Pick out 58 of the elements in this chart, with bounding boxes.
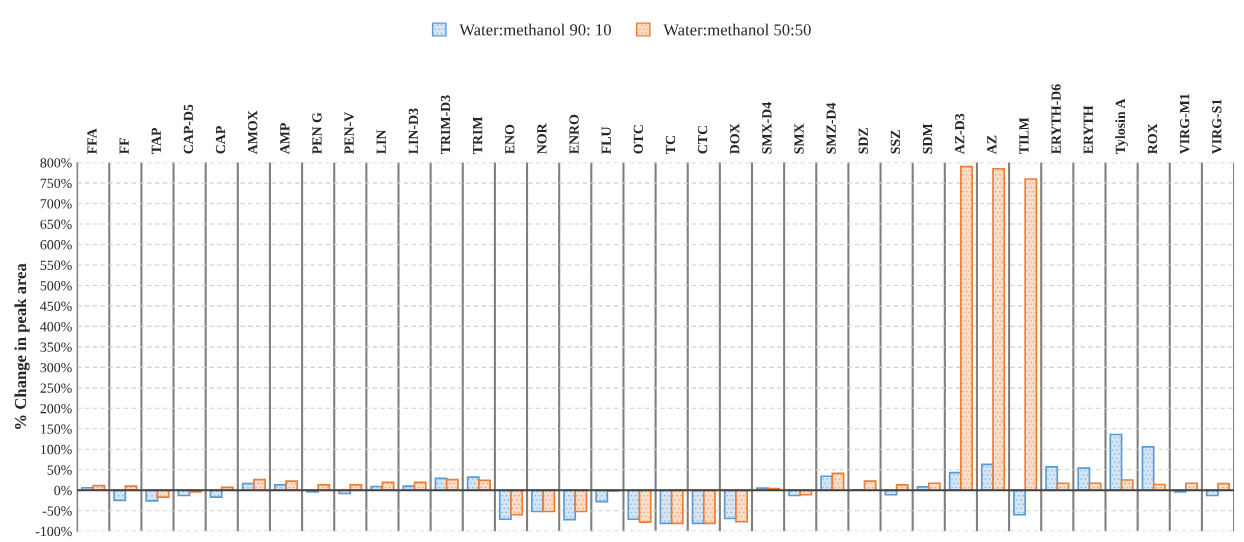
x-tick-label: ERYTH-D6 [1051, 84, 1061, 155]
x-tick-label: Tylosin A [1115, 98, 1128, 155]
x-tick-label: CTC [697, 126, 708, 154]
y-tick-label: -50% [42, 506, 72, 516]
x-tick-label: FLU [601, 126, 611, 155]
x-tick-label: OTC [633, 125, 643, 154]
x-tick-label: VIRG-S1 [1212, 99, 1222, 155]
x-tick-label: AZ [987, 135, 997, 155]
x-tick-label: CAP-D5 [183, 104, 194, 154]
x-tick-label: AZ-D3 [955, 113, 965, 155]
x-tick-label: ERYTH [1083, 105, 1093, 155]
x-tick-label: FFA [87, 128, 97, 155]
x-tick-label: PEN G [312, 112, 322, 155]
y-tick-label: 800% [40, 158, 72, 168]
x-tick-label: SMZ-D4 [826, 102, 836, 154]
x-tick-label: TAP [151, 127, 161, 155]
x-tick-label: TRIM [473, 116, 483, 155]
x-tick-label: NOR [537, 123, 547, 154]
y-tick-label: 100% [41, 444, 72, 455]
legend-label: Water:methanol 90: 10 [459, 23, 611, 36]
y-tick-label: 600% [40, 240, 72, 250]
y-axis-title: % Change in peak area [14, 263, 30, 429]
x-tick-label: ENRO [569, 114, 579, 155]
x-tick-label: SSZ [890, 130, 901, 154]
x-tick-label: TC [665, 136, 676, 155]
x-tick-label: TILM [1019, 117, 1029, 155]
x-tick-label: FF [119, 137, 129, 155]
y-tick-label: 400% [40, 321, 72, 332]
x-tick-label: LIN [376, 129, 386, 155]
x-tick-label: DOX [730, 123, 740, 155]
y-tick-label: 150% [41, 424, 72, 434]
x-tick-label: CAP [215, 126, 226, 154]
y-tick-label: 750% [40, 178, 72, 189]
y-tick-label: -100% [35, 526, 72, 537]
x-tick-label: LIN-D3 [408, 108, 419, 155]
y-tick-label: 550% [40, 260, 72, 270]
y-tick-label: 450% [40, 301, 72, 311]
y-tick-label: 200% [40, 403, 72, 414]
x-tick-label: SDM [922, 123, 933, 154]
y-tick-label: 650% [40, 219, 72, 230]
y-tick-label: 50% [47, 465, 72, 475]
y-tick-label: 0% [54, 485, 72, 496]
y-tick-label: 700% [40, 199, 72, 209]
x-tick-label: TRIM-D3 [440, 95, 451, 155]
y-tick-label: 500% [40, 281, 72, 291]
x-tick-label: SMX [794, 123, 804, 154]
x-tick-label: PEN-V [344, 111, 354, 155]
x-tick-label: ENO [505, 124, 515, 155]
x-tick-label: SMX-D4 [762, 102, 772, 154]
x-tick-label: VIRG-M1 [1179, 94, 1190, 155]
x-tick-label: AMOX [248, 110, 258, 155]
legend-label: Water:methanol 50:50 [663, 23, 811, 36]
y-tick-label: 300% [40, 362, 72, 373]
x-tick-label: ROX [1147, 123, 1158, 155]
x-tick-label: SDZ [858, 127, 868, 154]
y-tick-label: 350% [40, 342, 72, 352]
x-tick-label: AMP [280, 123, 290, 155]
y-tick-label: 250% [40, 383, 72, 393]
